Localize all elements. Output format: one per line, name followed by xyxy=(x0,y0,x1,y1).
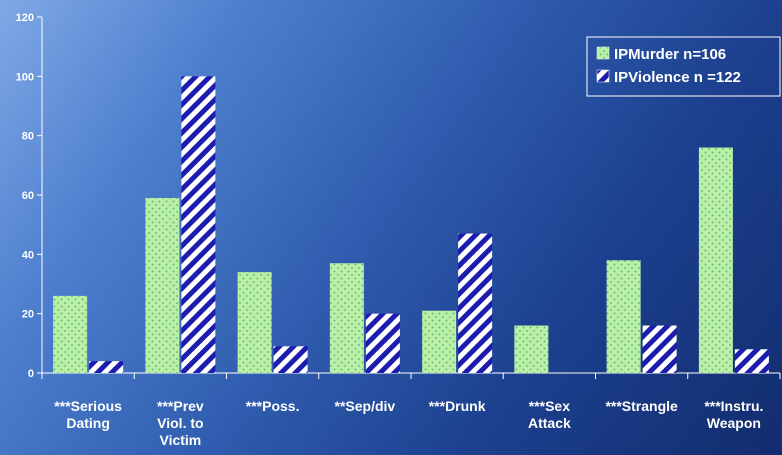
bar-ipviolence xyxy=(734,349,769,373)
y-tick-label: 20 xyxy=(22,309,34,321)
bar-ipviolence xyxy=(89,361,124,373)
legend-box xyxy=(586,36,781,97)
legend-swatch xyxy=(596,69,610,83)
bar-ipviolence xyxy=(642,325,677,373)
bar-ipviolence xyxy=(458,233,493,373)
bar-ipmurder xyxy=(606,260,641,373)
y-tick-label: 60 xyxy=(22,190,34,202)
legend-swatch xyxy=(596,46,610,60)
bar-ipmurder xyxy=(698,147,733,373)
x-category-label: ***Poss. xyxy=(246,398,300,414)
y-tick-label: 80 xyxy=(22,131,34,143)
y-tick-label: 100 xyxy=(16,71,34,83)
bar-ipmurder xyxy=(145,197,180,373)
x-category-label: ***Serious Dating xyxy=(54,398,122,431)
y-tick-label: 40 xyxy=(22,249,34,261)
bar-ipviolence xyxy=(365,313,400,373)
bar-ipmurder xyxy=(237,272,272,373)
bar-ipmurder xyxy=(329,263,364,373)
x-category-label: **Sep/div xyxy=(335,398,396,414)
x-category-label: ***Sex Attack xyxy=(528,398,571,431)
x-category-label: ***Instru. Weapon xyxy=(704,398,763,431)
bars xyxy=(53,76,769,373)
category-labels: ***Serious Dating ***Prev Viol. to Victim ***… xyxy=(54,398,763,448)
bar-ipmurder xyxy=(422,310,457,373)
bar-ipviolence xyxy=(273,346,308,373)
x-category-label: ***Prev Viol. to Victim xyxy=(157,398,204,448)
y-tick-label: 120 xyxy=(16,12,34,24)
legend-label: IPMurder n=106 xyxy=(614,46,726,63)
x-category-label: ***Drunk xyxy=(429,398,486,414)
legend-label: IPViolence n =122 xyxy=(614,69,741,86)
y-tick-label: 0 xyxy=(28,368,34,380)
bar-ipmurder xyxy=(514,325,549,373)
legend: IPMurder n=106 IPViolence n =122 xyxy=(586,36,781,97)
x-category-label: ***Strangle xyxy=(605,398,678,414)
bar-ipviolence xyxy=(181,76,216,373)
bar-ipmurder xyxy=(53,295,88,373)
